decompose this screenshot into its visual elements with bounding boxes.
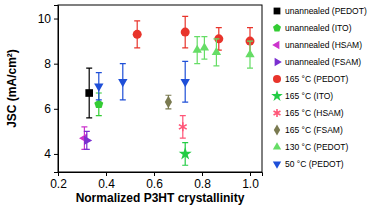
legend-item: 50 °C (PEDOT) [273, 159, 344, 169]
tick-label: 0.6 [146, 177, 163, 191]
tick-label: 10 [38, 12, 52, 26]
legend-item: 130 °C (PEDOT) [273, 142, 349, 152]
error-bar [180, 116, 186, 139]
tick-mark [154, 172, 155, 176]
legend-item: unannealed (HSAM) [272, 40, 362, 50]
point [245, 49, 254, 57]
x-axis-title: Normalized P3HT crystallinity [76, 191, 245, 205]
tick-mark [202, 172, 203, 176]
marks [79, 16, 255, 165]
tick: 0.4 [98, 172, 115, 191]
y-axis: 4 6 8 10 [38, 6, 59, 173]
tick-mark [54, 109, 58, 110]
tick-mark [106, 172, 107, 176]
legend-label: unannealed (HSAM) [285, 40, 362, 50]
series [94, 61, 190, 102]
x-axis: 0.2 0.4 0.6 0.8 1.0 [50, 172, 262, 191]
legend-label: 165 °C (ITO) [285, 91, 333, 101]
tick-label: 4 [44, 147, 51, 161]
axis-line [59, 173, 263, 177]
point [133, 30, 142, 39]
point [212, 47, 221, 55]
point [94, 100, 103, 109]
legend-label: 165 °C (FSAM) [285, 125, 343, 135]
point [200, 42, 209, 50]
point [118, 79, 127, 87]
series [179, 116, 187, 139]
tick-mark [54, 154, 58, 155]
legend-label: 50 °C (PEDOT) [285, 159, 344, 169]
legend-marker [273, 142, 281, 149]
series [165, 95, 172, 109]
tick: 4 [44, 147, 58, 161]
series [84, 131, 92, 149]
legend-item: 165 °C (PEDOT) [273, 74, 349, 84]
legend-item: unannealed (PEDOT) [274, 6, 367, 16]
error-bar [86, 68, 92, 118]
legend-marker [272, 41, 279, 49]
series [193, 37, 255, 69]
series [179, 143, 192, 166]
plot-frame [58, 5, 262, 172]
legend-label: unannealed (FSAM) [285, 57, 361, 67]
tick-label: 0.2 [50, 177, 67, 191]
tick-label: 6 [44, 102, 51, 116]
legend-marker [274, 109, 281, 117]
legend-item: unannealed (ITO) [273, 23, 352, 33]
series [133, 16, 255, 54]
y-axis-title: JSC (mA/cm²) [5, 49, 19, 128]
legend-marker [271, 90, 283, 101]
tick: 10 [38, 12, 58, 26]
legend-item: 165 °C (ITO) [271, 90, 333, 101]
tick: 8 [44, 57, 58, 71]
point [181, 79, 190, 87]
legend-label: 130 °C (PEDOT) [285, 142, 349, 152]
legend-marker [274, 8, 281, 15]
legend-marker [275, 58, 282, 66]
tick: 0.6 [146, 172, 163, 191]
tick-label: 1.0 [242, 177, 259, 191]
tick-mark [54, 64, 58, 65]
tick-mark [250, 172, 251, 176]
axis-line [54, 6, 59, 173]
tick: 6 [44, 102, 58, 116]
point [179, 122, 187, 131]
tick: 1.0 [242, 172, 259, 191]
point [85, 89, 93, 97]
legend-label: unannealed (ITO) [285, 23, 352, 33]
legend-label: 165 °C (PEDOT) [285, 74, 349, 84]
tick-mark [54, 19, 58, 20]
legend-label: 165 °C (HSAM) [285, 108, 344, 118]
tick-label: 0.4 [98, 177, 115, 191]
legend-item: unannealed (FSAM) [275, 57, 362, 67]
tick: 0.2 [50, 172, 67, 191]
error-bar [165, 95, 171, 109]
legend-marker [273, 24, 281, 32]
point [94, 84, 103, 92]
legend-item: 165 °C (HSAM) [274, 108, 344, 118]
legend-marker [273, 162, 281, 169]
tick-label: 0.8 [194, 177, 211, 191]
chart: 0.2 0.4 0.6 0.8 1.0 4 6 8 10 Normalized P3HT crys… [0, 0, 370, 206]
legend-marker [274, 124, 280, 135]
point [181, 28, 190, 37]
legend-marker [273, 75, 281, 83]
legend: unannealed (PEDOT) unannealed (ITO) unanne… [271, 6, 367, 169]
point [84, 136, 92, 145]
point [165, 96, 172, 108]
series [85, 68, 93, 118]
point [179, 147, 192, 159]
legend-label: unannealed (PEDOT) [285, 6, 367, 16]
point [193, 45, 202, 53]
tick-label: 8 [44, 57, 51, 71]
legend-item: 165 °C (FSAM) [274, 124, 343, 135]
tick: 0.8 [194, 172, 211, 191]
